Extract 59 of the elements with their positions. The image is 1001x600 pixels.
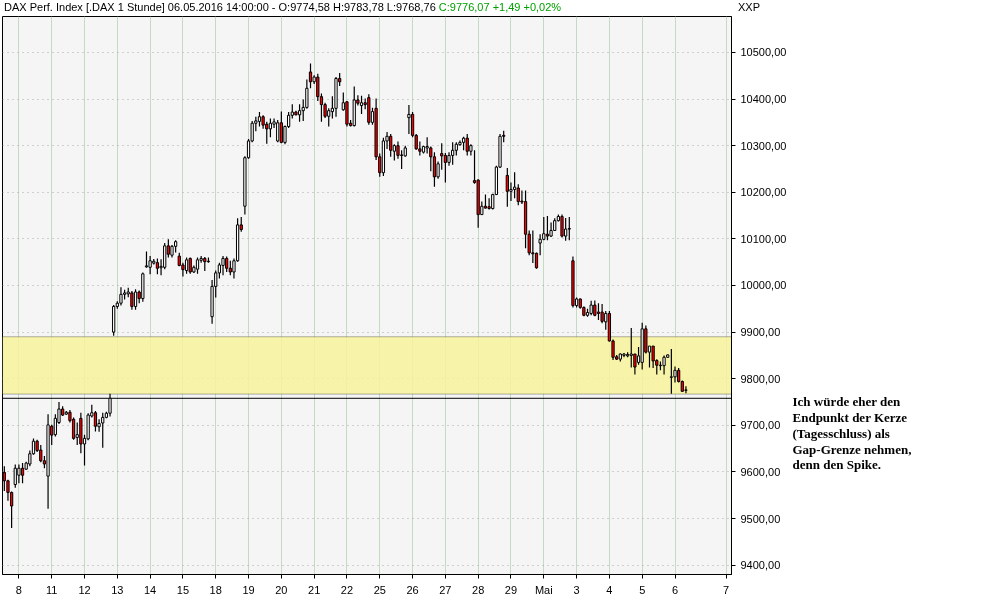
y-tick-label: 9600,00 xyxy=(740,465,781,478)
x-tick-label: 18 xyxy=(209,583,222,596)
candlestick xyxy=(268,117,273,138)
y-tick-label: 10300,00 xyxy=(740,139,787,152)
x-tick-label: 6 xyxy=(671,583,679,596)
x-tick-label: 5 xyxy=(639,583,646,596)
x-tick-label: 13 xyxy=(111,583,124,596)
y-tick-label: 9800,00 xyxy=(740,372,781,385)
y-tick-label: 9700,00 xyxy=(740,419,781,432)
x-tick-label: 21 xyxy=(308,583,321,596)
candlestick xyxy=(407,104,411,135)
candlestick xyxy=(425,136,429,155)
ref-line-label: Ich würde eher den Endpunkt der Kerze (Tagesschluss) als Gap-Grenze nehmen, denn den Spike. xyxy=(792,394,912,473)
x-tick-label: 20 xyxy=(275,583,288,596)
candlestick xyxy=(567,216,571,241)
x-tick-label: 14 xyxy=(144,583,157,596)
y-tick-label: 10500,00 xyxy=(740,46,787,59)
x-tick-label: 25 xyxy=(373,583,386,596)
candlestick xyxy=(148,255,152,275)
x-tick-label: 11 xyxy=(46,583,58,596)
y-tick-label: 10100,00 xyxy=(740,232,787,245)
chart-title: DAX Perf. Index [.DAX 1 Stunde] 06.05.2016 14:00:00 - O:9774,58 H:9783,78 L:9768,76 xyxy=(4,1,436,13)
x-tick-label: 28 xyxy=(472,583,485,596)
candlestick xyxy=(512,171,517,199)
y-tick-label: 10200,00 xyxy=(740,186,787,199)
y-tick-label: 9400,00 xyxy=(740,559,781,572)
candlestick xyxy=(564,217,568,242)
candlestick xyxy=(443,152,447,184)
y-tick-label: 9500,00 xyxy=(740,512,781,525)
x-tick-label: 4 xyxy=(606,583,613,596)
x-tick-label: 26 xyxy=(406,583,419,596)
candlestick xyxy=(505,167,509,208)
x-tick-label: 8 xyxy=(15,583,22,596)
candlestick xyxy=(400,149,404,170)
candlestick xyxy=(13,463,17,489)
candlestick xyxy=(17,463,21,484)
chart-subtitle: C:9776,07 +1,49 +0,02% xyxy=(438,1,562,13)
y-tick-label: 9900,00 xyxy=(740,326,781,339)
candlestick xyxy=(662,354,666,376)
candlestick xyxy=(221,255,225,276)
candlestick xyxy=(75,421,79,446)
x-tick-label: 22 xyxy=(340,583,354,596)
y-axis-title: XXP xyxy=(738,0,761,14)
x-tick-label: 29 xyxy=(504,583,518,596)
y-tick-label: 10400,00 xyxy=(740,93,787,106)
x-tick-label: 15 xyxy=(176,583,190,596)
candlestick xyxy=(130,290,134,311)
y-tick-label: 10000,00 xyxy=(740,279,787,292)
x-tick-label: 19 xyxy=(242,583,255,596)
x-tick-label: 3 xyxy=(573,583,580,596)
candlestick xyxy=(389,133,393,158)
x-tick-label: 27 xyxy=(439,583,452,596)
x-tick-label: Mai xyxy=(534,583,553,596)
x-tick-label: 7 xyxy=(722,583,730,596)
candlestick xyxy=(487,197,491,211)
candlestick xyxy=(93,410,98,432)
x-tick-label: 12 xyxy=(78,583,91,596)
candlestick xyxy=(531,229,535,264)
candlestick xyxy=(119,286,123,307)
